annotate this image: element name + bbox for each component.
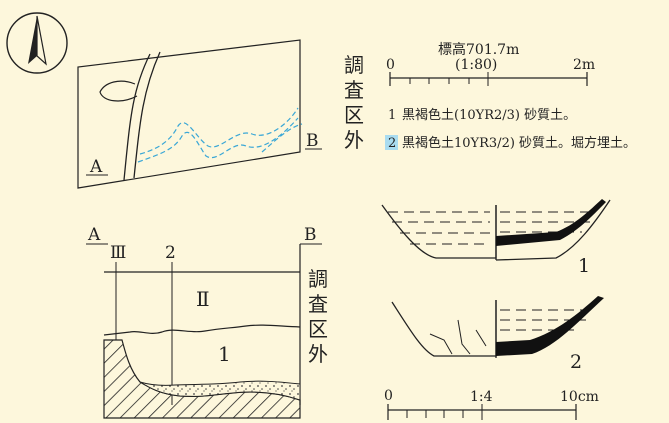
legend-1-text: 黒褐色土(10YR2/3) 砂質土。	[402, 107, 576, 123]
plan-out-char-4: 外	[344, 128, 364, 152]
plan-out-char-1: 調	[344, 53, 364, 77]
plan-out-char-2: 査	[344, 78, 364, 102]
artifact-2-label: 2	[570, 351, 582, 373]
section-label-a: A	[87, 225, 101, 245]
scale-bottom-end: 10cm	[560, 389, 599, 405]
section-marker-3: Ⅲ	[110, 243, 126, 263]
section-marker-2: 2	[165, 243, 176, 263]
scale-top-end: 2m	[573, 57, 595, 73]
scale-bottom-ratio: 1:4	[470, 389, 493, 405]
section-out-char-3: 区	[308, 317, 328, 341]
legend-2-text: 黒褐色土10YR3/2) 砂質土。堀方埋土。	[402, 135, 636, 151]
legend: 1 黒褐色土(10YR2/3) 砂質土。 2 黒褐色土10YR3/2) 砂質土。…	[385, 107, 636, 151]
scale-top-ratio: (1:80)	[455, 57, 497, 73]
section-layer-1: 1	[218, 342, 231, 366]
artifact-1-drawing: 1	[381, 199, 611, 277]
plan-label-a: A	[89, 157, 103, 177]
section-out-of-area-label: 調 査 区 外	[308, 267, 328, 366]
plan-out-char-3: 区	[344, 103, 364, 127]
section-out-char-1: 調	[308, 267, 328, 291]
artifact-2-drawing: 2	[391, 296, 604, 373]
scale-top-start: 0	[386, 57, 395, 73]
section-label-b: B	[304, 225, 317, 245]
legend-2-highlight	[385, 135, 398, 150]
plan-view: A B	[77, 39, 322, 189]
section-out-char-4: 外	[308, 342, 328, 366]
legend-1-number: 1	[388, 108, 396, 123]
plan-out-of-area-label: 調 査 区 外	[344, 53, 364, 152]
scale-top-elevation: 標高701.7m	[438, 41, 519, 58]
plan-label-b: B	[306, 131, 319, 151]
scale-bar-top: 標高701.7m (1:80) 0 2m	[386, 41, 595, 86]
section-layer-2: Ⅱ	[196, 287, 210, 311]
scale-bottom-start: 0	[384, 388, 393, 404]
artifact-1-label: 1	[578, 255, 590, 277]
section-out-char-2: 査	[308, 292, 328, 316]
north-arrow-icon	[6, 12, 68, 74]
legend-2-number: 2	[388, 136, 396, 151]
scale-bar-bottom: 0 1:4 10cm	[384, 388, 599, 420]
section-view: A B Ⅲ 2 Ⅱ 1	[86, 225, 322, 419]
